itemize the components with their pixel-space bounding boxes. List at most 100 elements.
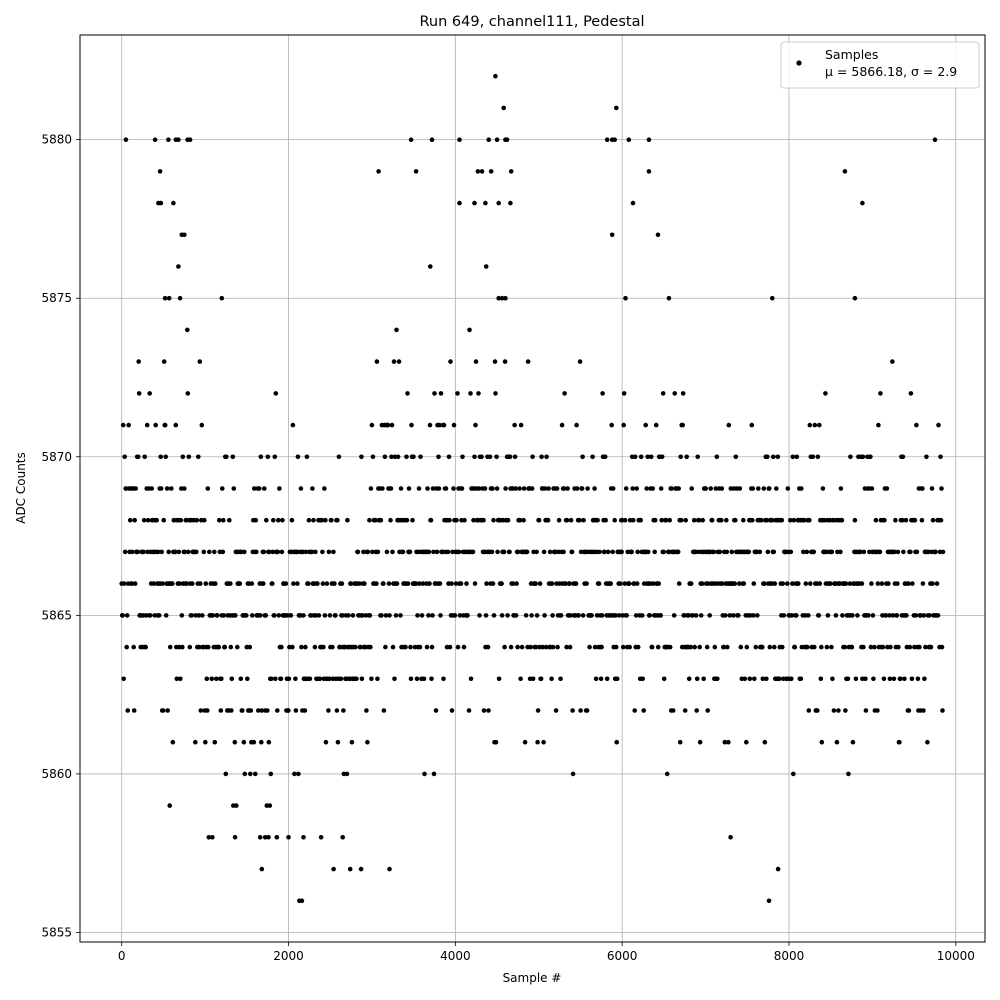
data-point <box>326 708 331 713</box>
data-point <box>824 644 830 650</box>
data-point <box>396 359 402 364</box>
data-point <box>451 486 456 491</box>
data-point <box>501 105 507 111</box>
data-point <box>762 739 768 745</box>
data-point <box>893 517 898 523</box>
data-point <box>279 644 284 650</box>
data-point <box>884 486 890 491</box>
data-point <box>201 549 207 555</box>
data-point <box>487 454 493 460</box>
data-point <box>519 644 525 650</box>
data-point <box>496 200 502 206</box>
data-point <box>429 644 435 650</box>
data-point <box>678 454 683 460</box>
data-point <box>415 613 420 618</box>
data-point <box>495 549 500 555</box>
x-tick-label: 8000 <box>774 949 805 963</box>
data-point <box>676 581 682 586</box>
data-point <box>799 486 804 491</box>
data-point <box>895 549 901 555</box>
data-point <box>255 708 261 713</box>
data-point <box>482 486 488 491</box>
data-point <box>316 613 322 618</box>
data-point <box>738 644 744 650</box>
data-point <box>908 391 914 396</box>
data-point <box>253 549 259 555</box>
data-point <box>626 137 632 142</box>
data-point <box>408 676 414 682</box>
data-point <box>344 771 350 777</box>
data-point <box>901 549 906 555</box>
data-point <box>617 581 623 586</box>
data-point <box>120 422 126 428</box>
data-point <box>888 644 893 650</box>
data-point <box>179 613 185 618</box>
data-point <box>688 581 694 586</box>
data-point <box>212 549 217 555</box>
data-point <box>170 581 175 586</box>
data-point <box>760 676 766 682</box>
data-point <box>267 803 273 808</box>
data-point <box>299 644 304 650</box>
data-point <box>708 486 713 491</box>
data-point <box>630 517 636 523</box>
data-point <box>700 517 705 523</box>
data-point <box>521 486 527 491</box>
data-point <box>189 613 195 618</box>
data-point <box>556 517 562 523</box>
data-point <box>619 549 624 555</box>
data-point <box>614 676 620 682</box>
data-point <box>640 676 645 682</box>
data-point <box>369 422 375 428</box>
data-point <box>492 359 498 364</box>
data-point <box>815 708 820 713</box>
data-point <box>580 613 586 618</box>
data-point <box>834 739 840 745</box>
data-point <box>643 422 648 428</box>
data-point <box>609 422 614 428</box>
plot-frame <box>79 34 986 943</box>
data-point <box>503 295 508 301</box>
data-point <box>721 644 727 650</box>
data-point <box>644 486 649 491</box>
data-point <box>663 517 669 523</box>
data-point <box>610 549 615 555</box>
data-point <box>301 835 306 840</box>
data-point <box>764 517 770 523</box>
data-point <box>493 391 498 396</box>
data-point <box>159 549 164 555</box>
data-point <box>536 517 542 523</box>
data-point <box>711 549 717 555</box>
data-point <box>231 486 237 491</box>
data-point <box>938 517 944 523</box>
data-point <box>741 517 746 523</box>
data-point <box>449 581 454 586</box>
data-point <box>374 581 379 586</box>
data-point <box>121 581 127 586</box>
data-point <box>917 644 922 650</box>
data-point <box>895 581 900 586</box>
data-point <box>920 486 925 491</box>
data-point <box>932 137 938 142</box>
data-point <box>794 454 800 460</box>
data-point <box>534 613 540 618</box>
data-point <box>645 454 650 460</box>
data-point <box>737 581 742 586</box>
data-point <box>419 613 425 618</box>
data-point <box>909 676 915 682</box>
data-point <box>686 676 692 682</box>
data-point <box>898 676 903 682</box>
data-point <box>479 169 485 174</box>
data-point <box>503 486 508 491</box>
data-point <box>428 517 434 523</box>
data-point <box>584 581 589 586</box>
data-point <box>543 644 549 650</box>
data-point <box>635 644 641 650</box>
data-point <box>569 549 575 555</box>
data-point <box>156 613 162 618</box>
data-point <box>570 771 576 777</box>
data-point <box>409 422 414 428</box>
data-point <box>124 644 129 650</box>
data-point <box>577 517 582 523</box>
data-point <box>696 517 702 523</box>
